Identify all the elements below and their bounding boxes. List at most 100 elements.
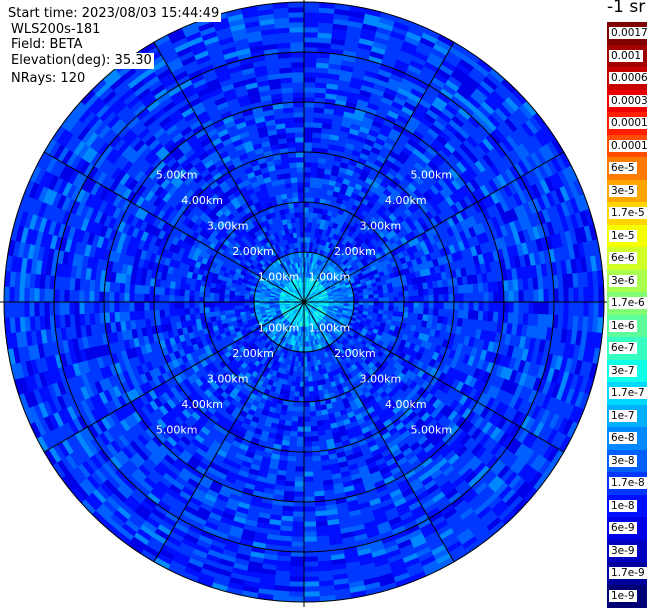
data-cell <box>311 167 318 173</box>
data-cell <box>294 482 304 487</box>
data-cell <box>304 477 313 482</box>
data-cell <box>304 187 310 192</box>
data-cell <box>389 297 394 302</box>
data-cell <box>304 442 312 447</box>
data-cell <box>304 142 312 147</box>
data-cell <box>304 232 308 237</box>
data-cell <box>304 37 318 42</box>
data-cell <box>307 367 311 372</box>
data-cell <box>299 397 304 402</box>
data-cell <box>304 427 311 432</box>
data-cell <box>449 302 454 310</box>
data-cell <box>291 542 304 547</box>
data-cell <box>539 302 544 315</box>
data-cell <box>304 422 311 427</box>
data-cell <box>519 302 524 314</box>
data-cell <box>418 308 423 315</box>
data-cell <box>294 487 304 492</box>
data-cell <box>311 431 318 437</box>
data-cell <box>304 387 309 392</box>
data-cell <box>289 436 297 442</box>
data-cell <box>304 592 319 597</box>
data-cell <box>304 42 318 47</box>
data-cell <box>304 12 319 17</box>
data-cell <box>484 302 489 312</box>
data-cell <box>304 562 318 567</box>
data-cell <box>388 288 394 293</box>
data-cell <box>312 381 317 387</box>
data-cell <box>499 292 504 302</box>
data-cell <box>408 307 413 313</box>
data-cell <box>289 587 304 592</box>
data-cell <box>304 77 316 82</box>
data-cell <box>433 288 439 295</box>
data-cell <box>293 507 304 512</box>
data-cell <box>304 462 313 467</box>
data-cell <box>438 309 444 317</box>
data-cell <box>544 289 549 302</box>
data-cell <box>304 177 311 182</box>
data-cell <box>384 298 389 302</box>
data-cell <box>418 289 423 296</box>
data-cell <box>304 597 320 602</box>
data-cell <box>308 212 313 217</box>
data-cell <box>304 472 313 477</box>
data-cell <box>304 537 317 542</box>
data-cell <box>304 532 316 537</box>
data-cell <box>304 447 312 452</box>
data-cell <box>429 302 434 309</box>
data-cell <box>479 293 484 302</box>
data-cell <box>379 298 384 302</box>
data-cell <box>304 107 314 112</box>
data-cell <box>419 302 424 308</box>
data-cell <box>594 287 599 302</box>
data-cell <box>524 290 529 302</box>
data-cell <box>469 293 474 302</box>
data-cell <box>296 452 304 457</box>
data-cell <box>599 302 604 318</box>
data-cell <box>299 392 304 397</box>
data-cell <box>304 432 311 437</box>
data-cell <box>290 567 304 572</box>
data-cell <box>574 288 579 302</box>
data-cell <box>313 386 318 392</box>
data-cell <box>389 306 394 311</box>
data-cell <box>394 302 399 307</box>
data-cell <box>559 288 564 302</box>
data-cell <box>304 222 308 227</box>
data-cell <box>295 462 304 467</box>
data-cell <box>304 397 309 402</box>
data-cell <box>408 291 413 297</box>
data-cell <box>304 102 314 107</box>
data-cell <box>304 437 311 442</box>
data-cell <box>290 431 297 437</box>
data-cell <box>291 537 304 542</box>
data-cell <box>304 182 310 187</box>
data-cell <box>291 547 304 552</box>
data-cell <box>414 296 419 302</box>
data-cell <box>295 472 304 477</box>
data-cell <box>374 302 379 306</box>
data-cell <box>304 122 313 127</box>
data-cell <box>394 307 399 312</box>
data-cell <box>429 295 434 302</box>
data-cell <box>459 294 464 302</box>
data-cell <box>292 527 304 532</box>
data-cell <box>413 308 418 314</box>
data-cell <box>304 212 309 217</box>
data-cell <box>289 441 297 447</box>
data-cell <box>308 377 312 382</box>
data-cell <box>290 562 304 567</box>
data-cell <box>311 441 319 447</box>
data-cell <box>399 302 404 307</box>
data-cell <box>297 437 304 442</box>
data-cell <box>304 217 308 222</box>
data-cell <box>304 557 318 562</box>
data-cell <box>300 372 304 377</box>
data-cell <box>300 367 304 372</box>
data-cell <box>509 291 514 302</box>
data-cell <box>307 362 311 367</box>
data-cell <box>304 412 310 417</box>
data-cell <box>300 382 304 387</box>
